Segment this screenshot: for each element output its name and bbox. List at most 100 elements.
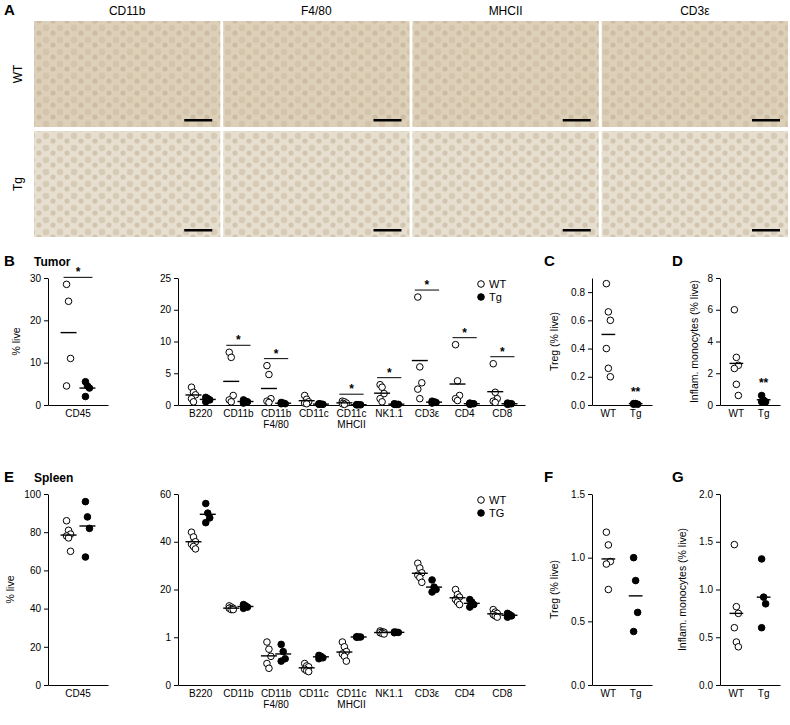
x-axis: B220CD11bCD11bF4/80CD11cCD11cMHCIINK1.1C… xyxy=(179,405,526,430)
y-tick-mark xyxy=(174,494,178,495)
y-tick: 30 xyxy=(30,273,48,284)
y-axis: 05102025 xyxy=(160,273,179,411)
y-tick-mark xyxy=(44,278,48,279)
x-tick: Tg xyxy=(758,685,770,699)
y-tick-label: 0.0 xyxy=(699,680,713,691)
x-tick-label-line: CD3ε xyxy=(415,408,440,419)
y-tick-mark xyxy=(44,609,48,610)
x-tick-label: Tg xyxy=(758,408,770,419)
panel-label: E xyxy=(4,468,14,485)
data-point xyxy=(303,400,310,407)
x-tick: Tg xyxy=(630,685,642,699)
x-tick-label: CD11c xyxy=(299,408,329,419)
x-tick-label: WT xyxy=(729,408,745,419)
y-tick-label: 0 xyxy=(165,680,171,691)
x-tick-label: B220 xyxy=(189,688,213,699)
data-point xyxy=(415,386,422,393)
y-tick-mark xyxy=(716,542,720,543)
x-axis-line xyxy=(721,405,781,406)
mean-line xyxy=(275,403,291,404)
x-tick: CD3ε xyxy=(415,405,440,419)
scale-bar xyxy=(184,229,212,232)
data-point xyxy=(466,604,473,611)
y-tick-label: 1.0 xyxy=(699,584,713,595)
y-axis-title: Treg (% live) xyxy=(548,560,560,619)
y-tick: 0.4 xyxy=(571,343,592,354)
y-tick-mark xyxy=(588,494,592,495)
x-tick: CD11b xyxy=(223,405,254,419)
y-tick-label: 1 xyxy=(165,632,171,643)
y-tick-label: 0 xyxy=(35,680,41,691)
y-tick-mark xyxy=(716,590,720,591)
y-tick: 20 xyxy=(160,584,178,595)
legend: WTTG xyxy=(478,494,507,519)
mean-line xyxy=(729,363,743,364)
y-tick-label: 4 xyxy=(707,336,713,347)
micrograph xyxy=(602,131,788,237)
y-tick: 6 xyxy=(707,304,720,315)
mean-line xyxy=(729,613,743,614)
y-axis: 02468 xyxy=(707,273,720,411)
x-tick-label: CD4 xyxy=(455,408,475,419)
x-tick-label: Tg xyxy=(630,688,642,699)
micrograph-texture xyxy=(602,131,788,237)
y-tick-label: 40 xyxy=(30,603,42,614)
mean-line xyxy=(237,401,253,402)
x-tick-label: B220 xyxy=(189,408,213,419)
x-tick-label: CD45 xyxy=(65,688,91,699)
y-tick: 0.0 xyxy=(699,680,720,691)
y-axis-line xyxy=(592,279,593,406)
y-tick: 0.2 xyxy=(571,371,592,382)
significance-label: * xyxy=(500,345,505,359)
mean-line xyxy=(299,667,315,668)
micrograph xyxy=(223,21,409,127)
data-point xyxy=(266,371,273,378)
data-point xyxy=(731,541,738,548)
panel-label: A xyxy=(4,1,15,18)
x-tick-label-line: CD11b xyxy=(223,408,254,419)
x-tick-label: CD45 xyxy=(65,408,91,419)
legend-marker xyxy=(478,510,485,517)
x-tick-label-line: NK1.1 xyxy=(375,688,403,699)
y-tick: 8 xyxy=(707,273,720,284)
x-axis: B220CD11bCD11bF4/80CD11cCD11cMHCIINK1.1C… xyxy=(179,685,526,710)
y-tick: 25 xyxy=(160,273,178,284)
x-tick-label-line: CD11b xyxy=(223,688,254,699)
mean-line xyxy=(412,573,428,574)
y-tick: 0.5 xyxy=(571,616,592,627)
x-tick-label-line: Tg xyxy=(630,688,642,699)
x-tick-label: WT xyxy=(601,688,617,699)
data-point xyxy=(632,577,639,584)
micrograph xyxy=(223,131,409,237)
mean-line xyxy=(426,401,442,402)
significance-label: * xyxy=(387,366,392,380)
y-tick-mark xyxy=(716,494,720,495)
y-tick-mark xyxy=(174,405,178,406)
y-axis-title: % live xyxy=(4,575,16,603)
y-tick-mark xyxy=(174,590,178,591)
x-tick-label: WT xyxy=(601,408,617,419)
micrograph-texture xyxy=(223,131,409,237)
x-tick-label-line: CD11b xyxy=(261,688,292,699)
y-tick-mark xyxy=(44,685,48,686)
legend-label: TG xyxy=(489,507,504,519)
data-point xyxy=(266,399,273,406)
micrograph-texture xyxy=(34,21,220,127)
data-point xyxy=(230,606,237,613)
x-tick: CD11cMHCII xyxy=(337,685,367,710)
plot-area xyxy=(61,281,96,400)
micrograph-texture xyxy=(223,21,409,127)
y-tick: 0.5 xyxy=(699,632,720,643)
mean-line xyxy=(388,632,404,633)
y-tick-label: 0.6 xyxy=(571,315,585,326)
data-point xyxy=(607,373,614,380)
x-tick-label-line: CD3ε xyxy=(415,688,440,699)
x-tick: CD11bF4/80 xyxy=(261,685,292,710)
data-point xyxy=(603,529,610,536)
y-axis-line xyxy=(178,495,179,686)
y-tick: 2 xyxy=(707,368,720,379)
y-axis: 0.00.51.01.5 xyxy=(571,489,592,691)
scale-bar xyxy=(374,119,402,122)
data-point xyxy=(343,658,350,665)
data-point xyxy=(605,542,612,549)
